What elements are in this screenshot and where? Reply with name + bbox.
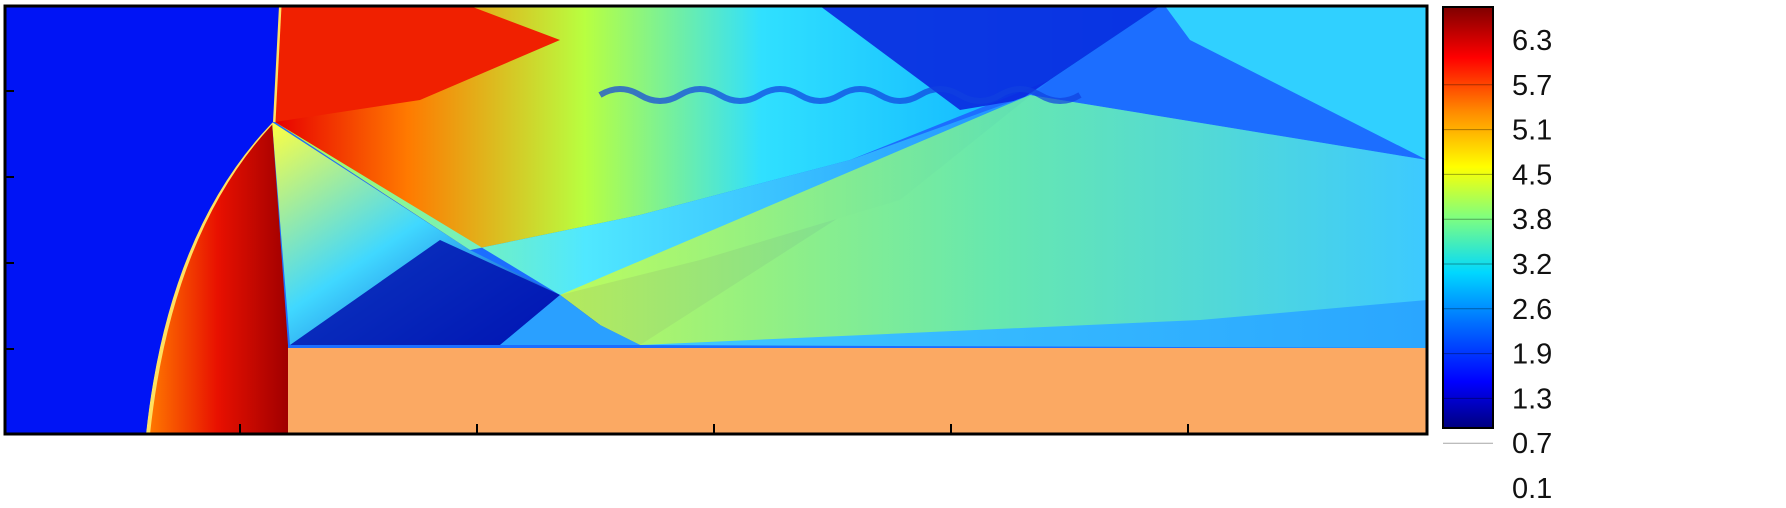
colorbar: 6.3 5.7 5.1 4.5 3.8 3.2 2.6 1.9 1.3 0.7 0.1 [1442,6,1552,505]
colorbar-tick-label: 4.5 [1512,159,1552,191]
middle-band [275,80,1050,295]
colorbar-tick-label: 2.6 [1512,294,1552,326]
post-shock-upper [275,6,560,122]
colorbar-tick-label: 0.1 [1512,473,1552,505]
corner-wedge [500,295,640,345]
colorbar-tick-label: 1.9 [1512,339,1552,371]
obstacle-step [288,348,1427,434]
upper-right-region [1165,6,1427,160]
colorbar-tick-label: 3.2 [1512,249,1552,281]
lower-wedge [560,95,1427,345]
flow-domain [5,6,1427,434]
colorbar-bar [1442,6,1494,429]
colorbar-tick-label: 0.7 [1512,428,1552,460]
colorbar-tick-label: 1.3 [1512,383,1552,415]
colorbar-ticks: 6.3 5.7 5.1 4.5 3.8 3.2 2.6 1.9 1.3 0.7 0.1 [1443,25,1552,505]
shear-layer [598,86,1082,104]
plot-frame [3,4,1429,436]
colorbar-tick-label: 6.3 [1512,25,1552,57]
upper-low-region [820,6,1160,110]
colorbar-tick-label: 3.8 [1512,204,1552,236]
bow-shock-region [148,122,288,434]
shock-front-vertical [272,6,282,123]
colorbar-tick-label: 5.1 [1512,115,1552,147]
axis-ticks [5,90,1189,434]
colorbar-tick-label: 5.7 [1512,70,1552,102]
fan-dark-region [290,240,560,345]
pre-shock-region [5,6,279,434]
